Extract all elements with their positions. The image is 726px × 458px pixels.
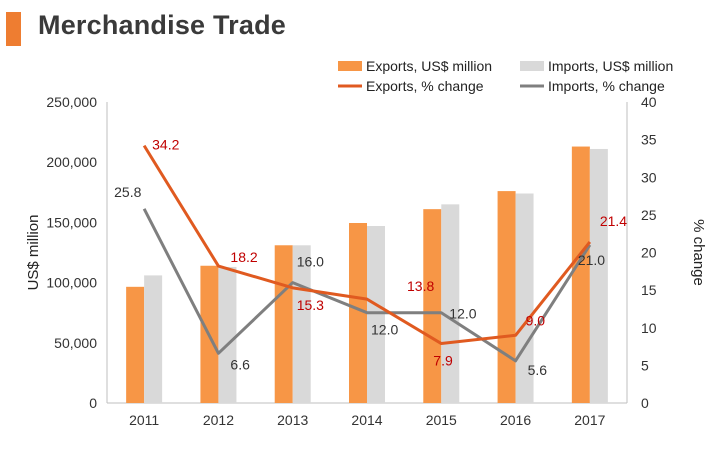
x-tick-label: 2016: [500, 412, 531, 428]
legend-label: Imports, US$ million: [548, 58, 673, 74]
exports-bar: [126, 286, 145, 403]
exports-bar: [497, 191, 516, 403]
y2-tick-label: 30: [641, 169, 657, 185]
exports-change-label: 18.2: [230, 249, 257, 265]
legend-label: Imports, % change: [548, 78, 665, 94]
x-tick-label: 2013: [277, 412, 308, 428]
y2-tick-label: 25: [641, 207, 657, 223]
imports-change-label: 12.0: [371, 322, 398, 338]
exports-change-label: 9.0: [526, 312, 546, 328]
imports-bar: [589, 148, 608, 403]
x-tick-label: 2017: [574, 412, 605, 428]
imports-change-label: 16.0: [297, 254, 324, 270]
imports-change-label: 5.6: [528, 362, 548, 378]
y-tick-label: 250,000: [46, 94, 97, 110]
exports-change-label: 21.4: [600, 213, 627, 229]
exports-change-line: [142, 144, 592, 346]
y2-tick-label: 15: [641, 282, 657, 298]
y2-tick-label: 20: [641, 245, 657, 261]
exports-bar: [571, 146, 590, 403]
exports-change-label: 15.3: [297, 297, 324, 313]
title-accent-bar: [6, 12, 21, 46]
x-tick-label: 2014: [351, 412, 382, 428]
imports-change-label: 21.0: [578, 252, 605, 268]
y2-tick-label: 40: [641, 94, 657, 110]
legend-swatch: [338, 61, 362, 71]
legend-swatch: [520, 61, 544, 71]
legend-label: Exports, % change: [366, 78, 484, 94]
y-axis-title: US$ million: [25, 215, 42, 291]
y-tick-label: 200,000: [46, 154, 97, 170]
y-tick-label: 150,000: [46, 214, 97, 230]
y2-axis-title: % change: [690, 219, 707, 286]
x-tick-label: 2012: [203, 412, 234, 428]
exports-change-label: 7.9: [433, 353, 453, 369]
imports-bar: [144, 275, 163, 403]
imports-change-label: 12.0: [449, 306, 476, 322]
imports-bar: [367, 226, 385, 403]
exports-bar: [274, 245, 293, 403]
imports-change-line: [142, 208, 592, 363]
exports-bar: [349, 223, 367, 403]
y-tick-label: 100,000: [46, 275, 97, 291]
imports-bar: [441, 204, 460, 403]
imports-bar: [218, 266, 237, 403]
exports-change-label: 34.2: [152, 137, 179, 153]
exports-bar: [423, 209, 442, 403]
page-title: Merchandise Trade: [38, 10, 286, 40]
exports-change-label: 13.8: [407, 278, 434, 294]
y-tick-label: 50,000: [54, 335, 97, 351]
imports-change-label: 25.8: [114, 184, 141, 200]
y2-tick-label: 5: [641, 357, 649, 373]
x-tick-label: 2015: [426, 412, 457, 428]
y2-tick-label: 35: [641, 132, 657, 148]
imports-change-label: 6.6: [230, 356, 250, 372]
imports-bar: [515, 193, 534, 403]
legend-label: Exports, US$ million: [366, 58, 492, 74]
y2-tick-label: 0: [641, 395, 649, 411]
y2-tick-label: 10: [641, 320, 657, 336]
x-tick-label: 2011: [129, 412, 159, 428]
y-tick-label: 0: [89, 395, 97, 411]
